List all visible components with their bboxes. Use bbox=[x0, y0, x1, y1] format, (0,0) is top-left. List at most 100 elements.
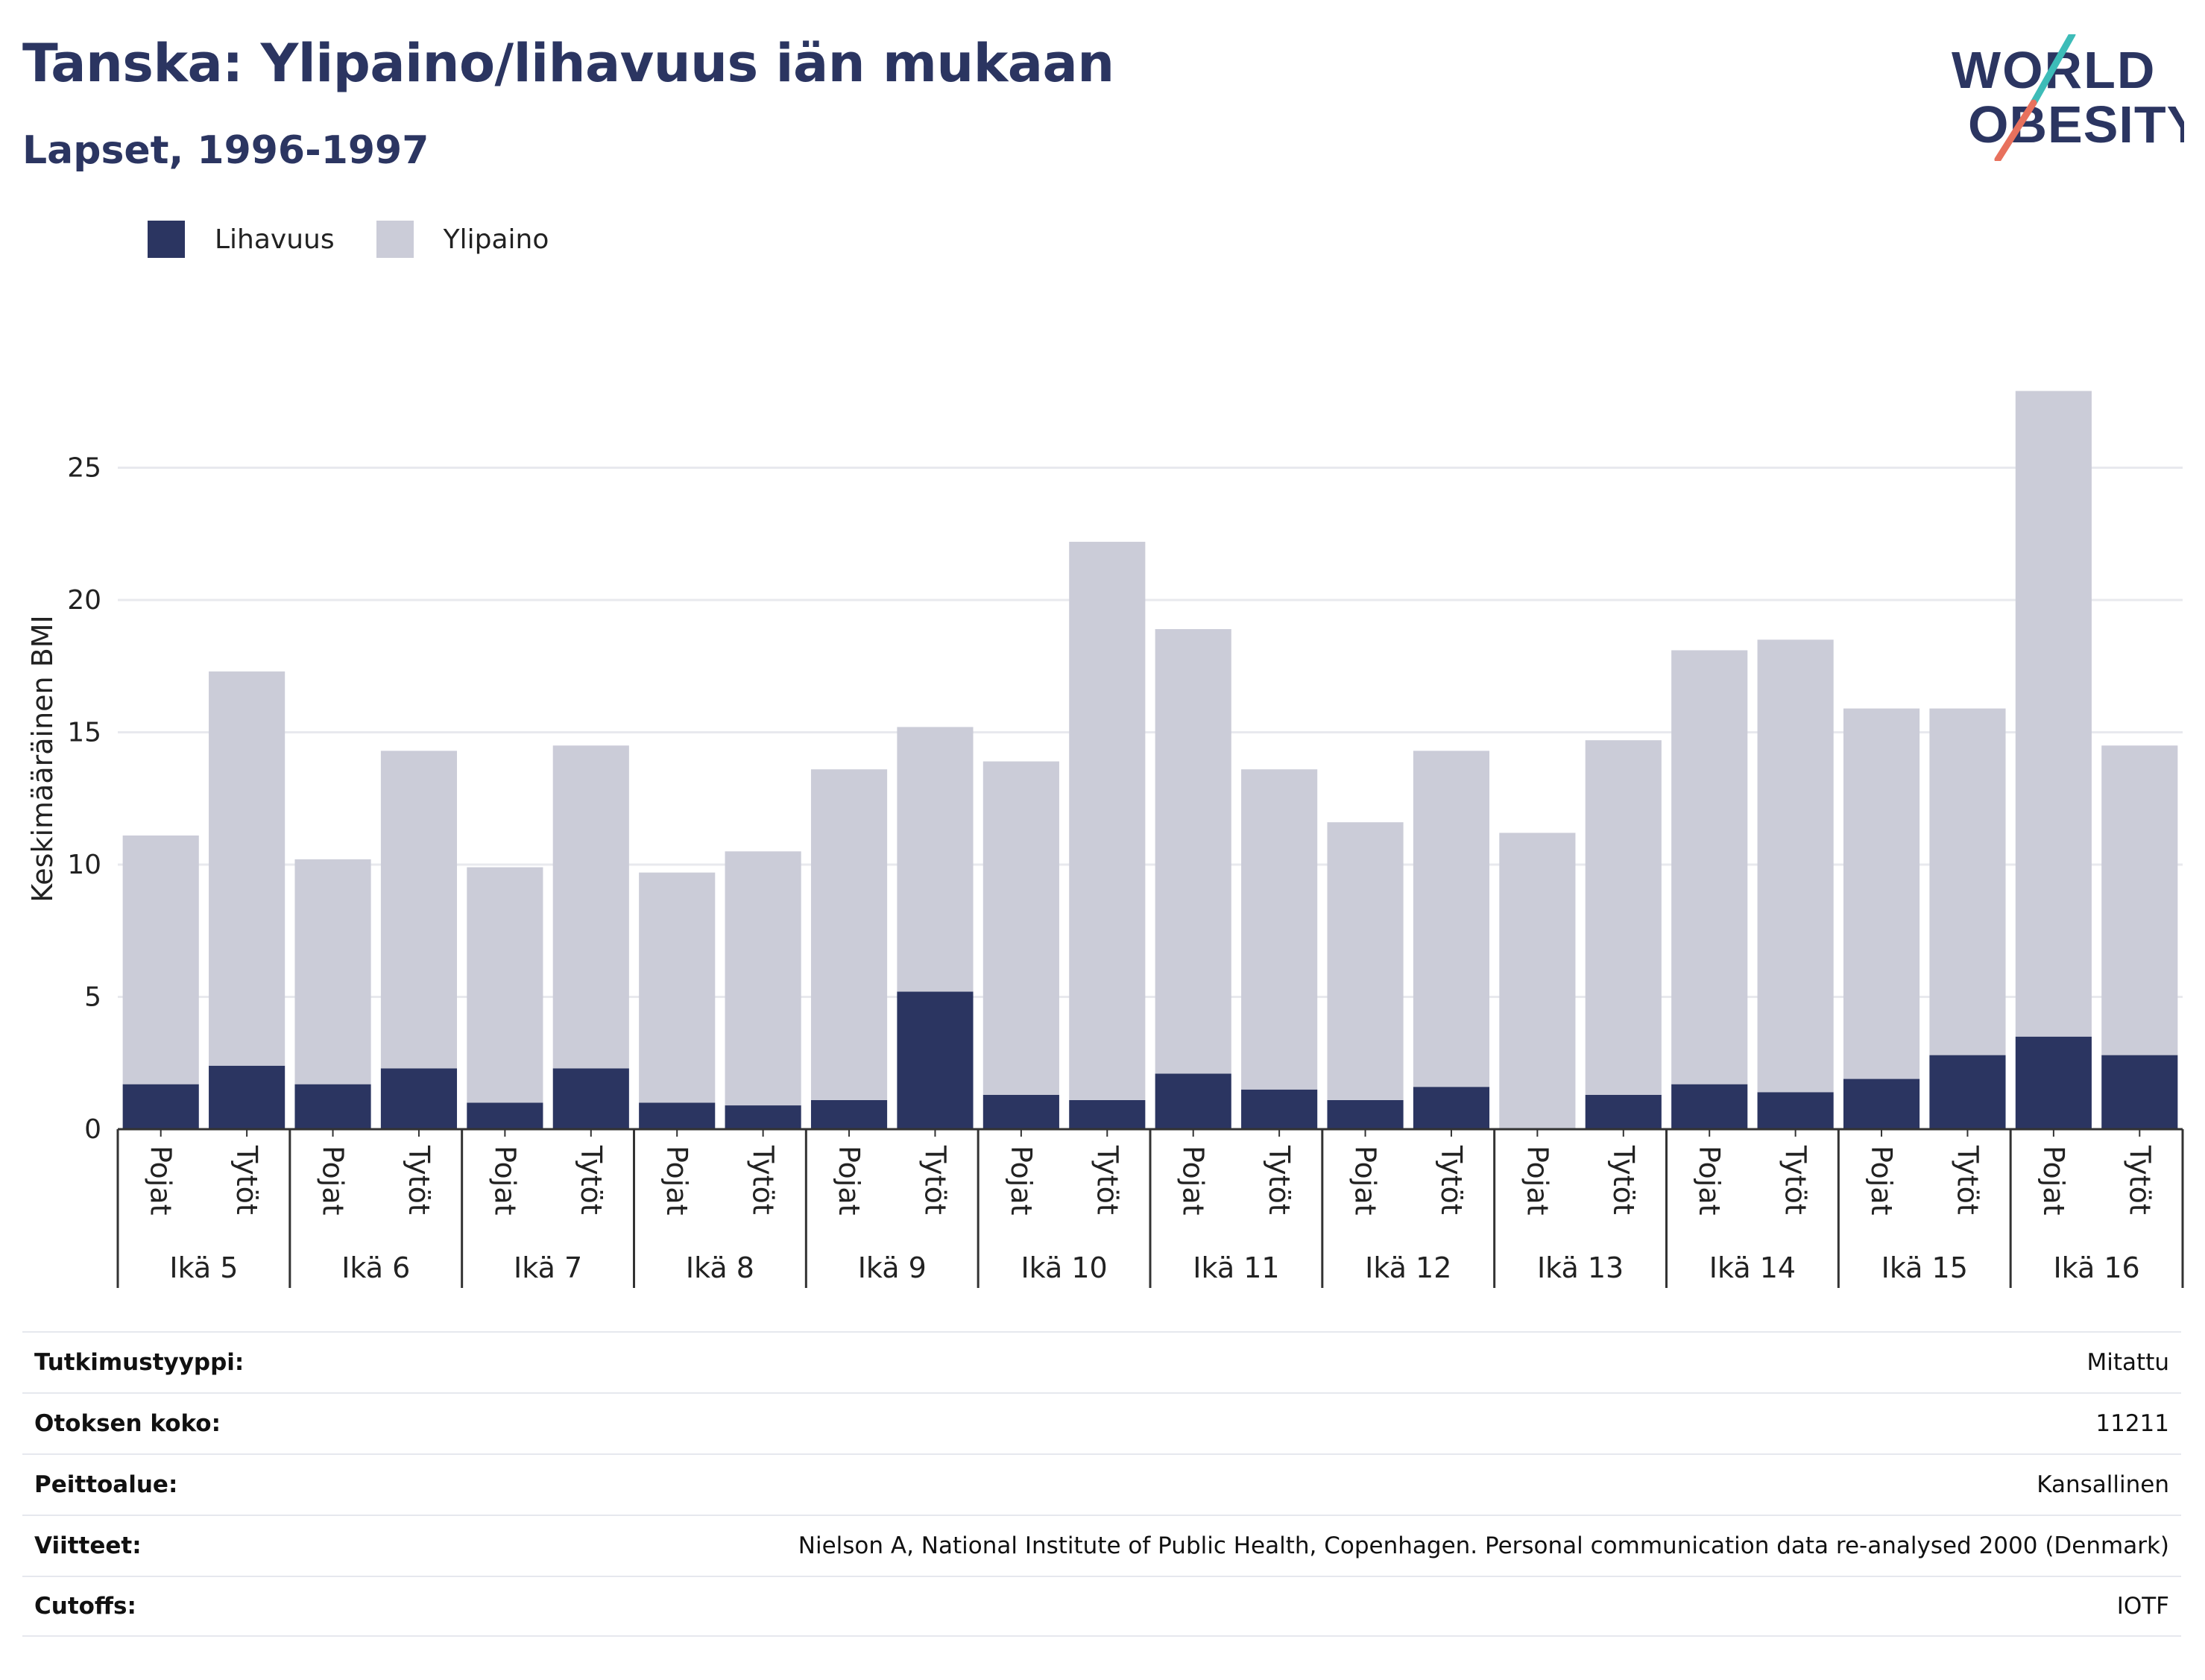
bar-obesity bbox=[467, 1102, 543, 1129]
x-group-label: Ikä 7 bbox=[514, 1251, 582, 1284]
logo-slash-coral bbox=[1994, 99, 2037, 161]
bar-obesity bbox=[1757, 1092, 1834, 1129]
info-label: Cutoffs: bbox=[34, 1593, 136, 1620]
bar-obesity bbox=[1155, 1073, 1231, 1129]
x-group-label: Ikä 13 bbox=[1537, 1251, 1624, 1284]
bar-overweight bbox=[2015, 391, 2092, 1037]
x-group-label: Ikä 8 bbox=[686, 1251, 754, 1284]
bar-obesity bbox=[897, 991, 974, 1129]
x-subcategory-label: Pojat bbox=[1005, 1146, 1038, 1216]
x-group-label: Ikä 6 bbox=[341, 1251, 410, 1284]
bar-overweight bbox=[897, 727, 974, 992]
y-tick-label: 25 bbox=[67, 453, 101, 484]
bar-obesity bbox=[1327, 1099, 1404, 1129]
bar-obesity bbox=[1069, 1099, 1146, 1129]
bar-overweight bbox=[639, 872, 716, 1103]
bar-overweight bbox=[1499, 833, 1576, 1129]
bar-obesity bbox=[294, 1084, 371, 1129]
x-subcategory-label: Pojat bbox=[1349, 1146, 1382, 1216]
bar-overweight bbox=[1413, 751, 1490, 1087]
bar-overweight bbox=[982, 761, 1059, 1095]
legend: Lihavuus Ylipaino bbox=[148, 221, 590, 258]
info-row-references: Viitteet: Nielson A, National Institute … bbox=[22, 1515, 2181, 1576]
x-subcategory-label: Pojat bbox=[1177, 1146, 1210, 1216]
x-group-label: Ikä 9 bbox=[858, 1251, 927, 1284]
bar-obesity bbox=[1929, 1055, 2006, 1129]
info-value: Kansallinen bbox=[2037, 1471, 2169, 1498]
legend-label-obesity: Lihavuus bbox=[215, 224, 335, 255]
x-subcategory-label: Tytöt bbox=[575, 1145, 608, 1215]
info-row-study-type: Tutkimustyyppi: Mitattu bbox=[22, 1331, 2181, 1392]
bar-obesity bbox=[810, 1099, 888, 1129]
bar-overweight bbox=[1241, 769, 1318, 1090]
info-label: Tutkimustyyppi: bbox=[34, 1349, 245, 1376]
bar-overweight bbox=[1671, 650, 1748, 1084]
info-label: Otoksen koko: bbox=[34, 1410, 221, 1437]
x-subcategory-label: Tytöt bbox=[2123, 1145, 2156, 1215]
bar-obesity bbox=[1413, 1087, 1490, 1129]
y-tick-label: 5 bbox=[84, 982, 101, 1013]
bar-obesity bbox=[982, 1094, 1059, 1129]
legend-item-overweight: Ylipaino bbox=[376, 221, 549, 258]
bar-overweight bbox=[810, 769, 888, 1100]
y-tick-label: 10 bbox=[67, 850, 101, 880]
x-subcategory-label: Tytöt bbox=[1779, 1145, 1812, 1215]
bar-overweight bbox=[725, 851, 801, 1106]
x-subcategory-label: Pojat bbox=[833, 1146, 865, 1216]
x-group-label: Ikä 12 bbox=[1365, 1251, 1451, 1284]
bar-obesity bbox=[122, 1084, 199, 1129]
bar-overweight bbox=[122, 835, 199, 1084]
info-value: 11211 bbox=[2095, 1410, 2169, 1437]
bar-overweight bbox=[467, 867, 543, 1103]
x-group-label: Ikä 10 bbox=[1021, 1251, 1107, 1284]
x-group-label: Ikä 15 bbox=[1881, 1251, 1968, 1284]
x-subcategory-label: Tytöt bbox=[1435, 1145, 1468, 1215]
x-subcategory-label: Tytöt bbox=[1607, 1145, 1640, 1215]
legend-label-overweight: Ylipaino bbox=[443, 224, 549, 255]
info-value: Mitattu bbox=[2086, 1349, 2169, 1376]
bar-overweight bbox=[1929, 708, 2006, 1055]
info-label: Viitteet: bbox=[34, 1532, 142, 1559]
x-subcategory-label: Tytöt bbox=[1263, 1145, 1296, 1215]
x-subcategory-label: Pojat bbox=[1693, 1146, 1726, 1216]
y-tick-label: 0 bbox=[84, 1114, 101, 1145]
bar-obesity bbox=[1671, 1084, 1748, 1129]
logo-slash-teal bbox=[2030, 34, 2076, 107]
x-group-label: Ikä 11 bbox=[1193, 1251, 1279, 1284]
x-subcategory-label: Pojat bbox=[488, 1146, 521, 1216]
x-subcategory-label: Tytöt bbox=[230, 1145, 263, 1215]
bar-overweight bbox=[1155, 629, 1231, 1074]
x-subcategory-label: Pojat bbox=[1865, 1146, 1898, 1216]
bar-obesity bbox=[2015, 1036, 2092, 1129]
info-row-cutoffs: Cutoffs: IOTF bbox=[22, 1576, 2181, 1637]
legend-item-obesity: Lihavuus bbox=[148, 221, 335, 258]
x-subcategory-label: Pojat bbox=[660, 1146, 693, 1216]
x-subcategory-label: Tytöt bbox=[1951, 1145, 1984, 1215]
y-axis-title: Keskimääräinen BMI bbox=[26, 615, 59, 903]
info-value: Nielson A, National Institute of Public … bbox=[798, 1532, 2169, 1559]
bar-overweight bbox=[1757, 640, 1834, 1093]
x-subcategory-label: Pojat bbox=[145, 1146, 177, 1216]
bar-chart: 0 5 10 15 20 25 Keskimääräinen BMI Pojat Tytöt Ik… bbox=[26, 391, 2184, 1288]
bar-overweight bbox=[1327, 822, 1404, 1100]
x-subcategory-label: Tytöt bbox=[918, 1145, 951, 1215]
x-subcategory-label: Tytöt bbox=[403, 1145, 435, 1215]
x-group-label: Ikä 14 bbox=[1709, 1251, 1796, 1284]
bar-obesity bbox=[725, 1105, 801, 1129]
bar-overweight bbox=[209, 671, 286, 1066]
bar-obesity bbox=[1585, 1094, 1662, 1129]
bar-overweight bbox=[1069, 541, 1146, 1100]
bar-obesity bbox=[639, 1102, 716, 1129]
info-value: IOTF bbox=[2116, 1593, 2169, 1620]
x-subcategory-label: Tytöt bbox=[747, 1145, 780, 1215]
bar-overweight bbox=[380, 751, 458, 1069]
legend-swatch-overweight bbox=[376, 221, 414, 258]
bar-obesity bbox=[552, 1068, 629, 1129]
bar-overweight bbox=[2101, 745, 2178, 1055]
bar-overweight bbox=[294, 859, 371, 1084]
y-tick-label: 20 bbox=[67, 585, 101, 616]
y-tick-label: 15 bbox=[67, 718, 101, 748]
world-obesity-logo: WORLD OBESITY bbox=[1952, 34, 2184, 161]
bar-overweight bbox=[552, 745, 629, 1069]
x-subcategory-label: Tytöt bbox=[1091, 1145, 1123, 1215]
